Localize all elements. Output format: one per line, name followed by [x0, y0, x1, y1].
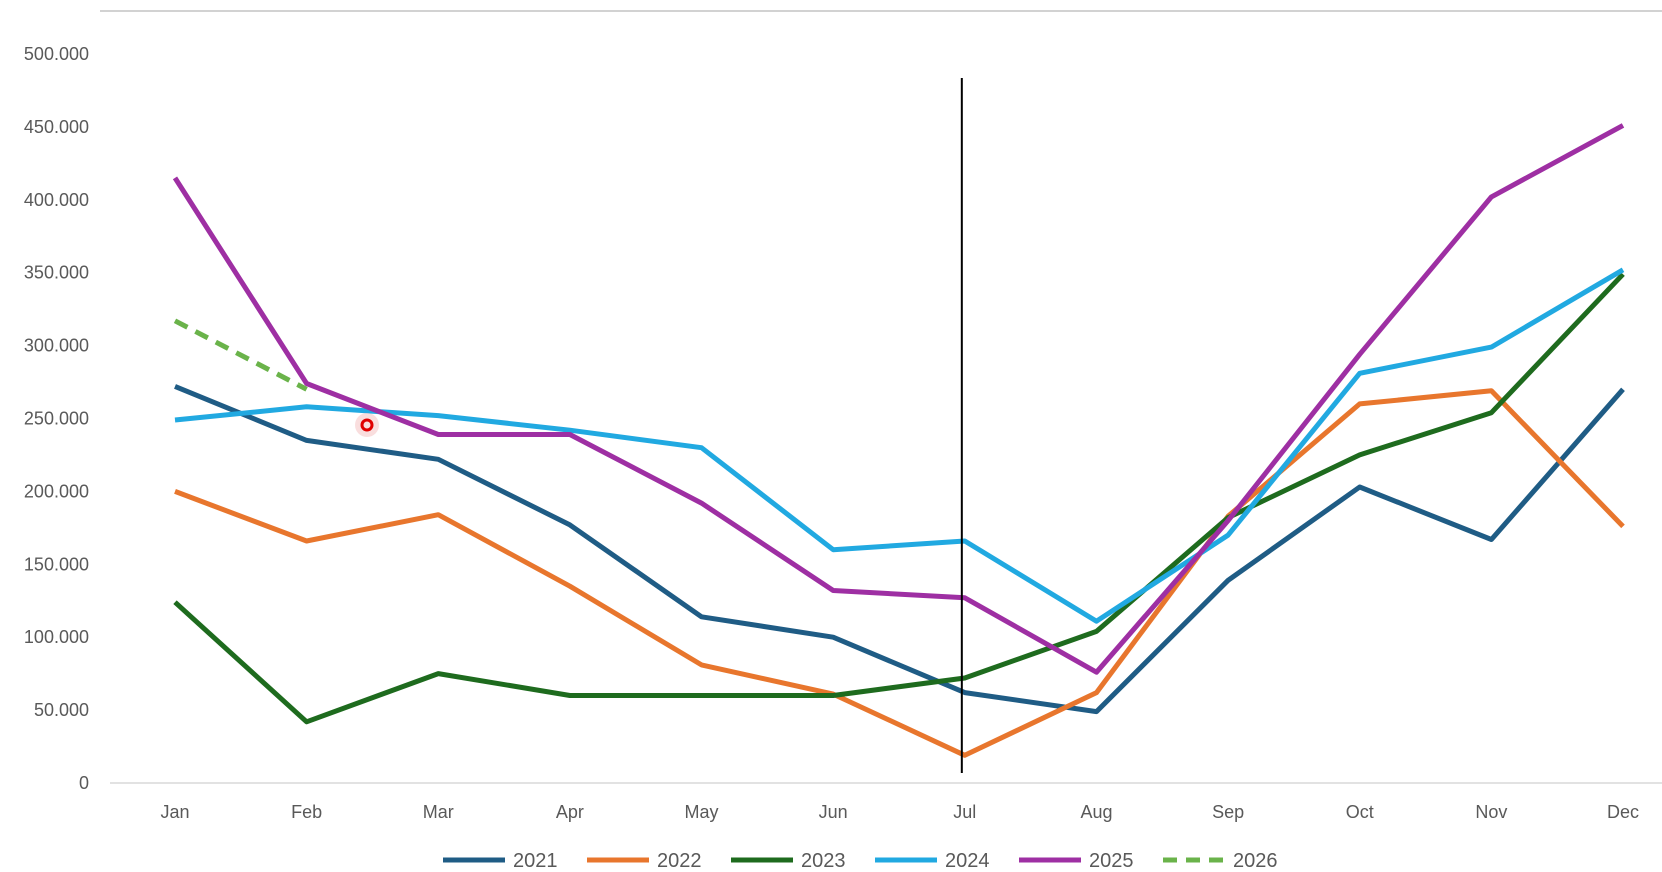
legend-label: 2023: [801, 850, 846, 872]
y-tick-label: 0: [79, 773, 89, 793]
series-line: [172, 123, 1625, 675]
legend: 2021 2022 2023 2024 2025 2026: [443, 850, 1278, 872]
legend-label: 2025: [1089, 850, 1134, 872]
x-tick-label: Sep: [1212, 802, 1244, 822]
legend-label: 2026: [1233, 850, 1278, 872]
x-tick-label: May: [685, 802, 719, 822]
series-line: [174, 267, 1625, 624]
y-tick-label: 150.000: [24, 554, 89, 574]
x-tick-label: Feb: [291, 802, 322, 822]
y-tick-label: 200.000: [24, 481, 89, 501]
y-tick-label: 450.000: [24, 117, 89, 137]
y-axis-tick-labels: 0 50.000 100.000 150.000 200.000 250.000 300.0…: [24, 44, 89, 793]
x-tick-label: Nov: [1475, 802, 1507, 822]
series-lines: [172, 123, 1625, 758]
x-tick-label: Mar: [423, 802, 454, 822]
x-tick-label: Jan: [160, 802, 189, 822]
y-tick-label: 300.000: [24, 336, 89, 356]
series-line: [173, 318, 308, 392]
legend-label: 2024: [945, 850, 990, 872]
y-tick-label: 350.000: [24, 263, 89, 283]
y-tick-label: 100.000: [24, 627, 89, 647]
y-tick-label: 500.000: [24, 44, 89, 64]
y-tick-label: 250.000: [24, 409, 89, 429]
x-tick-label: Jun: [819, 802, 848, 822]
series-line: [173, 272, 1625, 725]
y-tick-label: 50.000: [34, 700, 89, 720]
y-tick-label: 400.000: [24, 190, 89, 210]
x-axis-tick-labels: Jan Feb Mar Apr May Jun Jul Aug Sep Oct Nov Dec: [160, 802, 1639, 822]
legend-label: 2021: [513, 850, 558, 872]
cursor-marker: [355, 413, 379, 437]
legend-label: 2022: [657, 850, 702, 872]
x-tick-label: Apr: [556, 802, 584, 822]
x-tick-label: Jul: [953, 802, 976, 822]
series-line: [174, 384, 1625, 715]
x-tick-label: Oct: [1346, 802, 1374, 822]
x-tick-label: Aug: [1080, 802, 1112, 822]
x-tick-label: Dec: [1607, 802, 1639, 822]
series-line: [174, 388, 1625, 758]
